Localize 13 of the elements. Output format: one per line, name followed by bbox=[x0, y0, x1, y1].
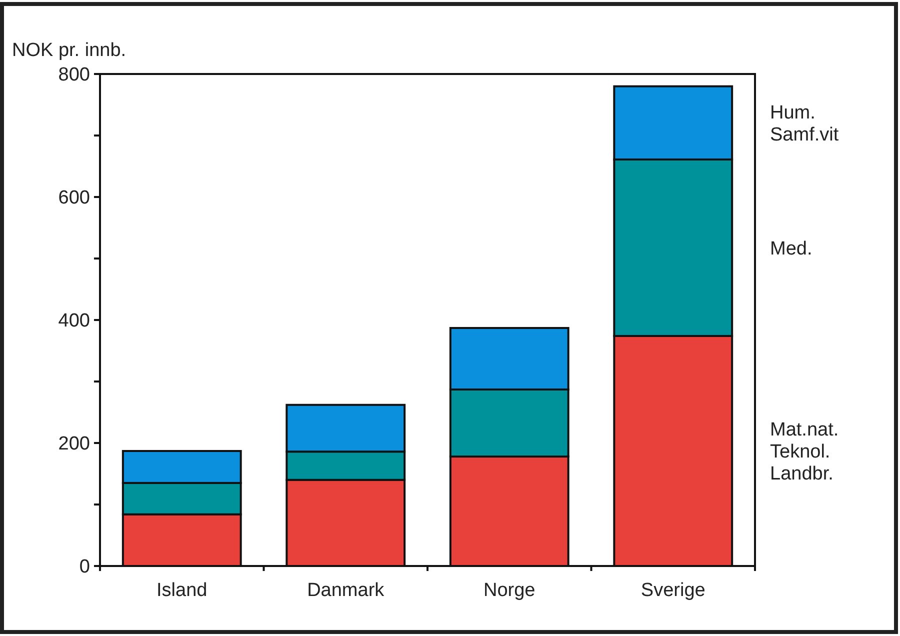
y-tick-label: 600 bbox=[58, 188, 90, 209]
series-label: Med. bbox=[770, 238, 812, 260]
y-tick-label: 200 bbox=[58, 434, 90, 455]
y-axis-title: NOK pr. innb. bbox=[12, 40, 126, 61]
x-tick-label: Sverige bbox=[640, 580, 706, 601]
x-tick-label: Danmark bbox=[307, 580, 385, 601]
x-tick-label: Island bbox=[156, 580, 208, 601]
y-tick-label: 800 bbox=[58, 64, 90, 86]
x-tick-label: Norge bbox=[484, 580, 536, 601]
series-label: Hum. Samf.vit bbox=[770, 102, 840, 146]
y-tick-label: 400 bbox=[58, 310, 90, 332]
y-tick-label: 0 bbox=[79, 556, 90, 578]
series-label: Mat.nat. Teknol. Landbr. bbox=[770, 420, 839, 485]
